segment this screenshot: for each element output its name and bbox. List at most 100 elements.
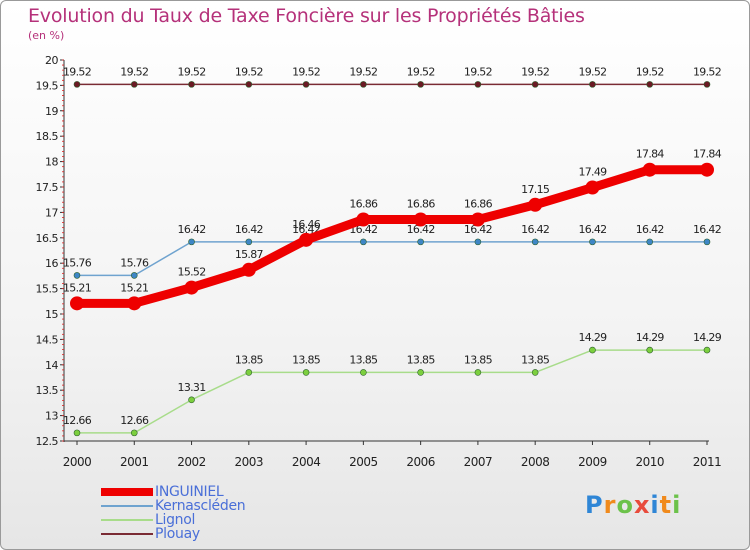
- data-point: [73, 81, 81, 88]
- data-point: [360, 81, 367, 88]
- x-tick-label: 2008: [521, 455, 550, 469]
- legend-label: INGUINIEL: [155, 484, 224, 500]
- logo-letter: P: [585, 491, 604, 519]
- logo-letter: x: [633, 491, 651, 519]
- y-tick-label: 12.5: [36, 435, 59, 448]
- data-label: 14.29: [578, 331, 607, 344]
- y-tick-label: 17: [45, 206, 58, 219]
- data-label: 15.76: [120, 256, 149, 269]
- y-tick-label: 14.5: [36, 333, 59, 346]
- data-label: 17.84: [636, 148, 665, 161]
- x-tick-label: 2003: [235, 455, 264, 469]
- x-tick-label: 2004: [292, 455, 321, 469]
- data-label: 16.42: [235, 223, 263, 236]
- data-point: [241, 262, 256, 277]
- data-point: [417, 81, 424, 88]
- data-point: [470, 212, 485, 227]
- data-label: 16.42: [693, 223, 721, 236]
- legend-swatch: [101, 488, 153, 496]
- y-tick-label: 15: [45, 308, 58, 321]
- logo-letter: t: [659, 491, 673, 519]
- data-label: 13.85: [349, 353, 378, 366]
- data-point: [646, 346, 654, 354]
- data-label: 16.86: [464, 198, 493, 211]
- data-point: [531, 81, 539, 88]
- data-label: 13.31: [178, 381, 206, 394]
- legend-label: Lignol: [155, 512, 196, 528]
- data-label: 19.52: [693, 65, 721, 78]
- data-point: [474, 369, 482, 376]
- data-point: [646, 81, 654, 88]
- legend-swatch: [101, 519, 153, 521]
- data-point: [245, 369, 253, 376]
- data-label: 15.52: [178, 266, 206, 279]
- data-point: [188, 238, 195, 246]
- chart-title: Evolution du Taux de Taxe Foncière sur l…: [28, 5, 585, 27]
- data-label: 16.86: [407, 198, 436, 211]
- data-point: [73, 429, 81, 437]
- legend-swatch: [101, 533, 153, 535]
- data-label: 14.29: [693, 331, 722, 344]
- proxiti-logo: Proxiti: [585, 491, 681, 519]
- data-point: [130, 272, 138, 279]
- data-label: 17.49: [578, 166, 607, 179]
- x-tick-label: 2005: [349, 455, 378, 469]
- data-point: [360, 369, 367, 376]
- data-label: 19.52: [292, 65, 320, 78]
- data-label: 12.66: [120, 414, 149, 427]
- legend-item: Kernascléden: [101, 499, 246, 513]
- data-point: [642, 162, 657, 177]
- x-tick-label: 2007: [464, 455, 493, 469]
- y-tick-label: 19.5: [36, 79, 59, 92]
- data-label: 16.42: [464, 223, 492, 236]
- legend-item: INGUINIEL: [101, 485, 245, 499]
- data-point: [703, 81, 711, 88]
- x-tick-label: 2011: [693, 455, 722, 469]
- logo-letter: i: [672, 491, 682, 519]
- y-tick-label: 15.5: [36, 283, 59, 296]
- data-point: [703, 346, 711, 354]
- data-point: [589, 346, 596, 354]
- data-label: 16.42: [578, 223, 606, 236]
- legend-item: Plouay: [101, 527, 245, 541]
- y-tick-label: 20: [45, 54, 58, 67]
- data-label: 13.85: [235, 353, 264, 366]
- data-point: [245, 238, 253, 246]
- data-point: [589, 81, 596, 88]
- data-point: [589, 238, 596, 246]
- data-point: [188, 81, 195, 88]
- data-label: 19.52: [349, 65, 377, 78]
- data-point: [356, 212, 371, 227]
- data-point: [585, 180, 600, 195]
- legend-label: Plouay: [155, 526, 200, 542]
- x-tick-label: 2001: [120, 455, 149, 469]
- data-label: 19.52: [63, 65, 91, 78]
- y-tick-label: 17.5: [36, 181, 59, 194]
- data-label: 16.42: [521, 223, 549, 236]
- data-label: 13.85: [292, 353, 321, 366]
- y-tick-label: 13: [45, 410, 58, 423]
- data-label: 16.42: [636, 223, 664, 236]
- data-label: 14.29: [636, 331, 665, 344]
- data-point: [474, 81, 482, 88]
- data-point: [130, 429, 138, 437]
- data-label: 13.85: [521, 353, 550, 366]
- data-point: [73, 272, 81, 279]
- data-point: [531, 369, 539, 376]
- data-label: 19.52: [120, 65, 148, 78]
- logo-letter: o: [616, 491, 634, 519]
- data-point: [188, 396, 195, 404]
- data-point: [184, 280, 199, 295]
- x-tick-label: 2006: [406, 455, 435, 469]
- data-point: [70, 296, 84, 311]
- data-label: 13.85: [464, 353, 493, 366]
- x-tick-label: 2002: [177, 455, 206, 469]
- logo-letter: i: [650, 491, 660, 519]
- data-label: 15.21: [63, 281, 91, 294]
- legend-item: Lignol: [101, 513, 245, 527]
- data-point: [299, 232, 314, 247]
- data-point: [302, 369, 310, 376]
- data-label: 17.84: [693, 148, 722, 161]
